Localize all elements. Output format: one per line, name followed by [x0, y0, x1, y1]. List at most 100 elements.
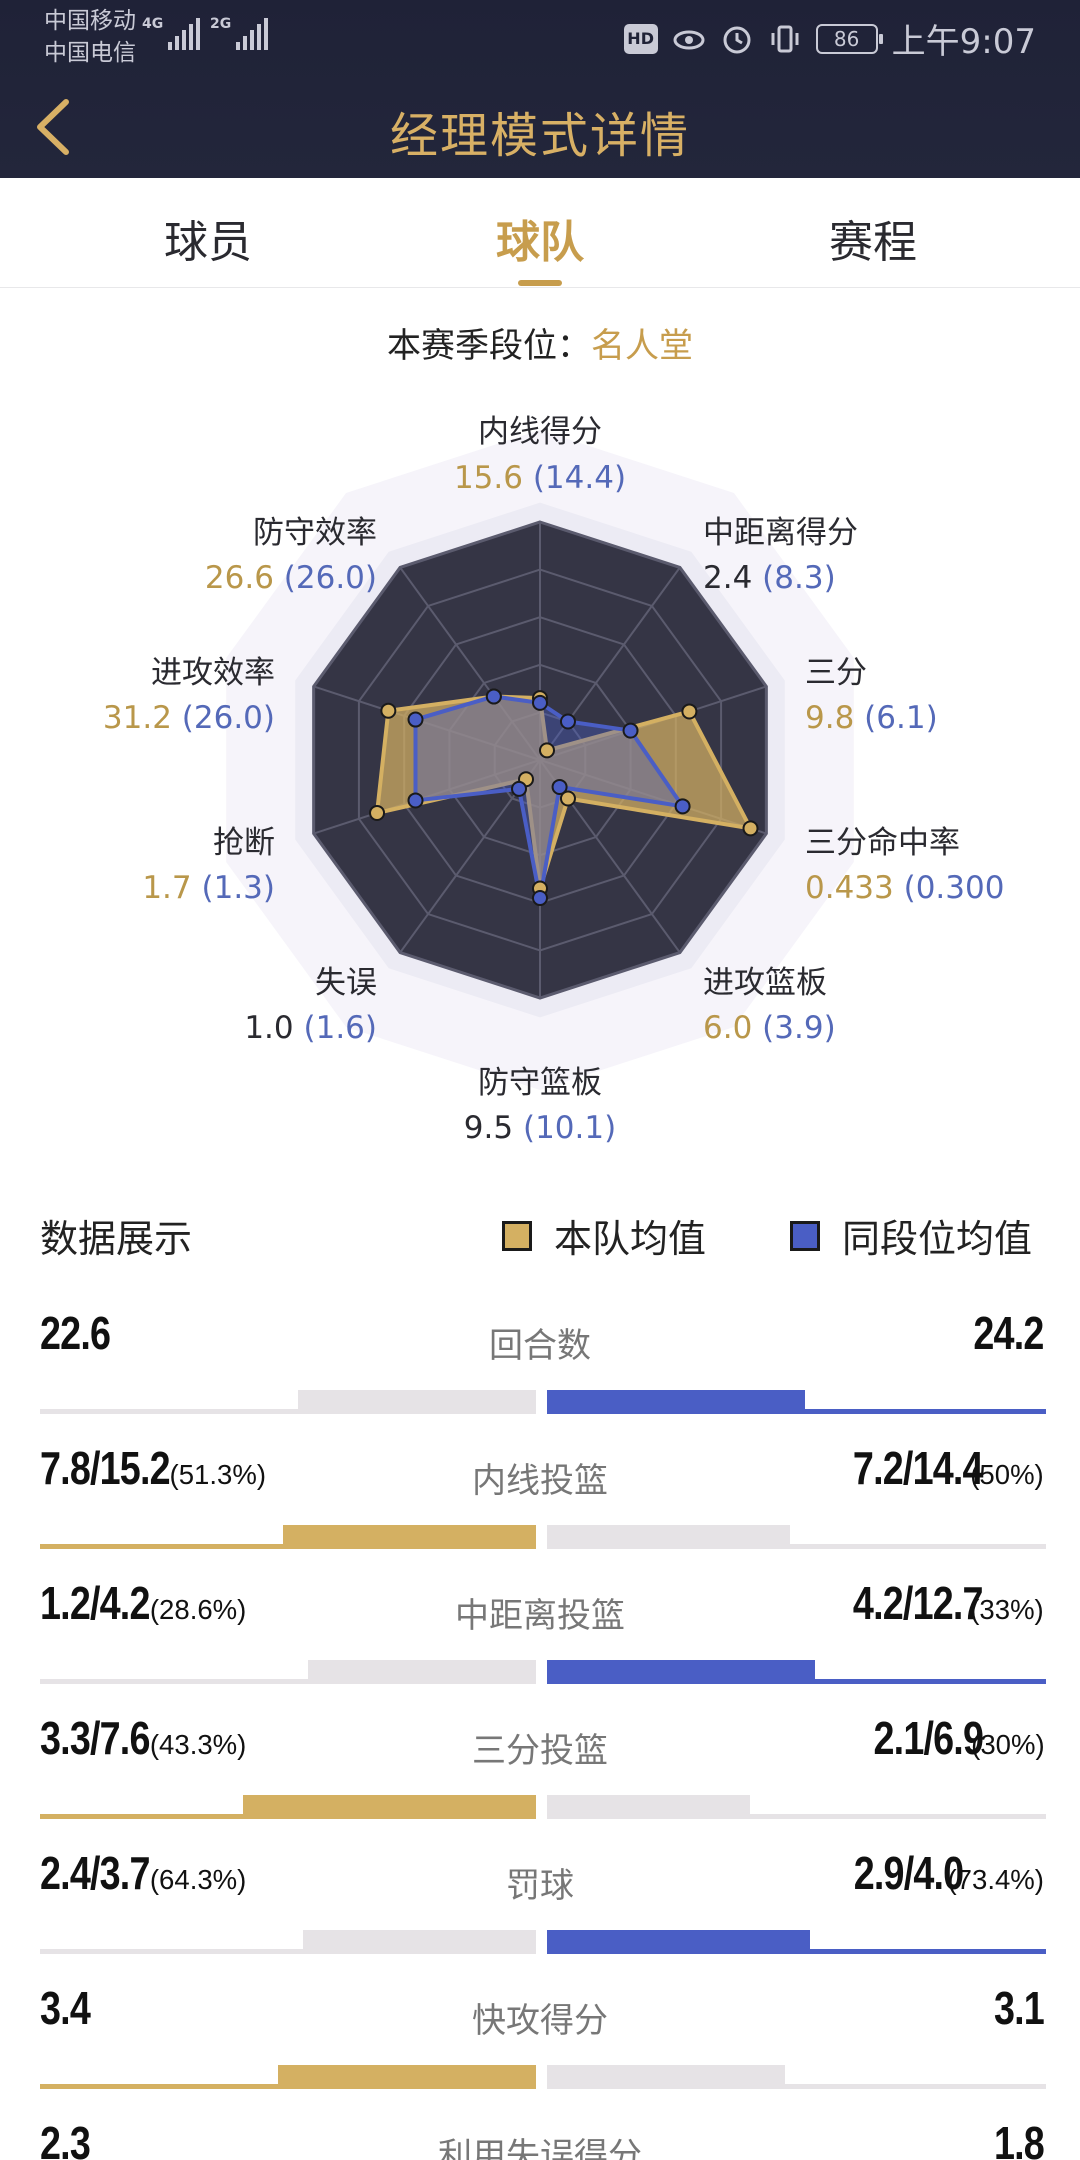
chevron-left-icon[interactable]: [30, 92, 80, 162]
legend-avg-swatch: [790, 1220, 820, 1251]
stat-row: 7.8/15.2(51.3%) 内线投篮 7.2/14.4(50%): [0, 1425, 1080, 1560]
stat-row: 2.4/3.7(64.3%) 罚球 2.9/4.0(73.4%): [0, 1830, 1080, 1965]
radar-axis-label-4: 进攻篮板: [703, 965, 827, 1001]
radar-axis-value-1: 2.4 (8.3): [703, 560, 836, 596]
stat-label: 三分投篮: [472, 1731, 608, 1771]
stat-row: 22.6 回合数 24.2: [0, 1290, 1080, 1425]
radar-svg: [226, 430, 854, 1090]
stat-row: 2.3 利用失误得分 1.8: [0, 2100, 1080, 2160]
signal-4g-icon: 4G: [142, 16, 201, 50]
radar-point-avg-6: [511, 780, 528, 797]
stat-avg-value: 2.9/4.0(73.4%): [853, 1847, 1044, 1899]
stat-avg-baseline: [547, 2084, 1046, 2089]
legend-avg: 同段位均值: [790, 1208, 1032, 1263]
radar-point-team-7: [369, 804, 386, 821]
stat-avg-value: 1.8: [994, 2117, 1045, 2160]
stat-team-value: 2.4/3.7(64.3%): [40, 1847, 247, 1899]
radar-axis-label-2: 三分: [805, 655, 867, 691]
radar-axis-value-2: 9.8 (6.1): [805, 700, 938, 736]
stat-team-baseline: [40, 1949, 536, 1954]
eye-icon: [673, 30, 705, 49]
stat-team-value: 22.6: [40, 1307, 111, 1359]
radar-axis-value-6: 1.0 (1.6): [244, 1010, 377, 1046]
stat-compare-bar: [40, 1390, 1046, 1414]
alarm-icon: [723, 26, 751, 53]
section-title: 数据展示: [40, 1217, 193, 1261]
stat-team-baseline: [40, 1409, 536, 1414]
radar-axis-label-3: 三分命中率: [805, 825, 960, 861]
stat-avg-bar: [547, 1930, 810, 1954]
radar-point-team-2: [681, 703, 698, 720]
carrier-2: 中国电信: [44, 40, 136, 66]
hd-icon: HD: [623, 23, 658, 54]
radar-axis-value-0: 15.6 (14.4): [453, 460, 627, 496]
stat-label: 快攻得分: [472, 2001, 608, 2041]
stat-row: 3.3/7.6(43.3%) 三分投篮 2.1/6.9(30%): [0, 1695, 1080, 1830]
radar-axis-label-6: 失误: [315, 965, 377, 1001]
stat-team-bar: [243, 1795, 536, 1819]
radar-axis-value-9: 26.6 (26.0): [204, 560, 377, 596]
tab-team[interactable]: 球队: [496, 217, 584, 268]
radar-axis-value-8: 31.2 (26.0): [102, 700, 275, 736]
radar-axis-value-7: 1.7 (1.3): [142, 870, 275, 906]
stat-team-value: 3.4: [40, 1982, 91, 2034]
stat-label: 内线投篮: [472, 1461, 608, 1501]
battery-icon: 86: [815, 23, 883, 54]
radar-point-avg-3: [674, 798, 691, 815]
stat-avg-baseline: [547, 1814, 1046, 1819]
tab-schedule[interactable]: 赛程: [829, 217, 917, 268]
radar-point-team-8: [380, 702, 397, 719]
stat-row: 3.4 快攻得分 3.1: [0, 1965, 1080, 2100]
stat-compare-bar: [40, 2065, 1046, 2089]
stat-avg-value: 3.1: [994, 1982, 1045, 2034]
stat-label: 中距离投篮: [455, 1596, 625, 1636]
stat-team-bar: [298, 1390, 536, 1414]
vibrate-icon: [771, 25, 799, 52]
radar-point-avg-9: [485, 688, 502, 705]
radar-point-avg-2: [622, 722, 639, 739]
stat-team-bar: [278, 2065, 536, 2089]
stat-avg-value: 2.1/6.9(30%): [873, 1712, 1044, 1764]
carrier-1: 中国移动: [44, 8, 136, 34]
stat-avg-bar: [547, 1390, 805, 1414]
radar-axis-label-9: 防守效率: [253, 515, 377, 551]
stat-team-value: 3.3/7.6(43.3%): [40, 1712, 247, 1764]
radar-point-avg-0: [532, 694, 548, 711]
radar-axis-value-5: 9.5 (10.1): [463, 1110, 617, 1146]
stat-team-bar: [308, 1660, 536, 1684]
stat-avg-bar: [547, 1795, 750, 1819]
stat-team-value: 7.8/15.2(51.3%): [40, 1442, 267, 1494]
stat-avg-bar: [547, 1660, 815, 1684]
stat-team-bar: [283, 1525, 536, 1549]
active-tab-indicator: [518, 280, 562, 286]
stat-team-value: 2.3: [40, 2117, 91, 2160]
stat-compare-bar: [40, 1525, 1046, 1549]
stat-avg-bar: [547, 1525, 790, 1549]
radar-axis-label-7: 抢断: [213, 825, 275, 861]
radar-point-avg-4: [551, 778, 568, 795]
season-rank-label: 本赛季段位：: [387, 326, 591, 366]
legend-team-label: 本队均值: [554, 1217, 707, 1261]
stat-avg-bar: [547, 2065, 785, 2089]
stat-compare-bar: [40, 1930, 1046, 1954]
status-time: 上午9:07: [891, 22, 1036, 62]
stat-team-value: 1.2/4.2(28.6%): [40, 1577, 247, 1629]
radar-point-team-3: [742, 820, 759, 837]
signal-2g-icon: 2G: [210, 16, 269, 50]
radar-axis-label-1: 中距离得分: [703, 515, 858, 551]
stat-label: 利用失误得分: [438, 2136, 642, 2160]
stat-compare-bar: [40, 1660, 1046, 1684]
stat-team-baseline: [40, 1679, 536, 1684]
radar-axis-label-5: 防守篮板: [478, 1065, 602, 1101]
app-header: 中国移动 中国电信 4G 2G HD 86 上午9:07 经理模式详情: [0, 0, 1080, 178]
stat-label: 回合数: [489, 1326, 591, 1366]
radar-point-avg-7: [407, 792, 424, 809]
stat-avg-baseline: [547, 1544, 1046, 1549]
tab-players[interactable]: 球员: [164, 217, 252, 268]
stat-label: 罚球: [506, 1866, 574, 1906]
legend-team-swatch: [502, 1220, 532, 1251]
legend-team: 本队均值: [502, 1208, 706, 1263]
stat-avg-value: 4.2/12.7(33%): [852, 1577, 1044, 1629]
radar-axis-value-4: 6.0 (3.9): [703, 1010, 836, 1046]
season-rank-value: 名人堂: [591, 326, 693, 366]
